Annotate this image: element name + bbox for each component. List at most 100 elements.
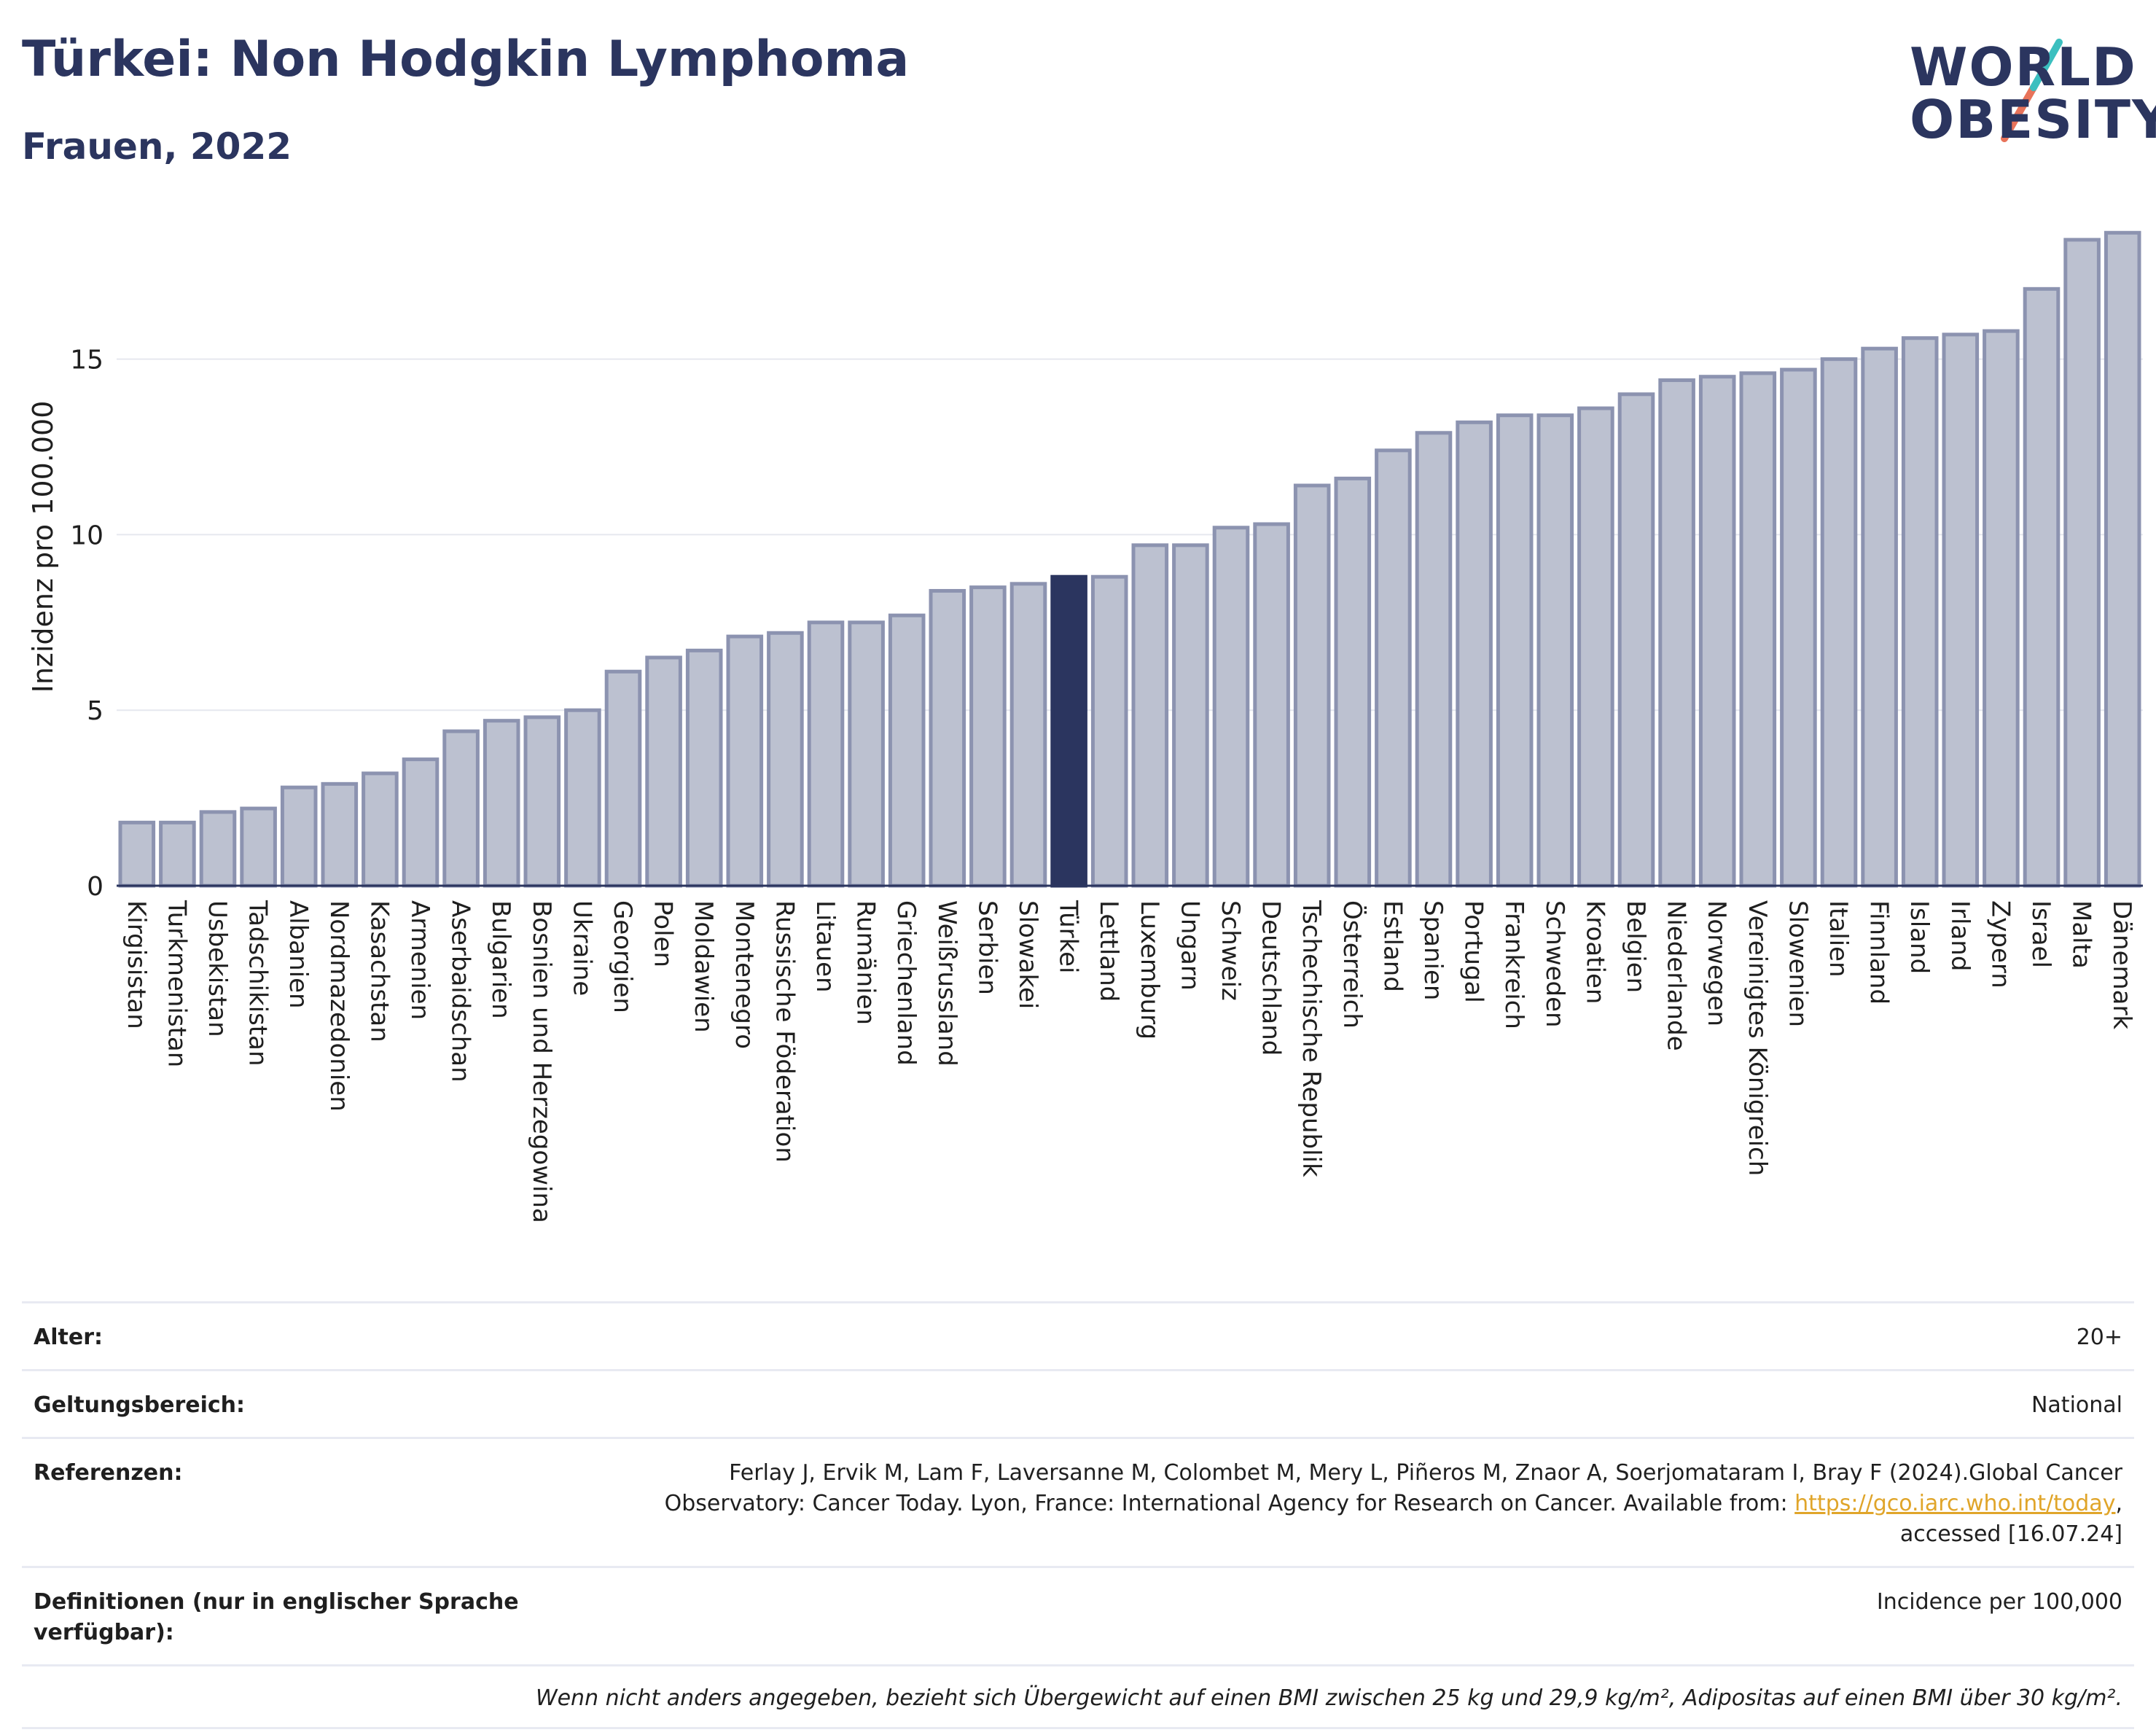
bar bbox=[564, 708, 601, 888]
bar bbox=[240, 806, 277, 888]
bar bbox=[1739, 371, 1777, 888]
bar bbox=[362, 771, 399, 888]
y-tick-label: 10 bbox=[70, 520, 103, 550]
x-tick-label: Italien bbox=[1824, 900, 1853, 978]
bar bbox=[1293, 483, 1331, 888]
bar bbox=[1780, 367, 1817, 888]
bar bbox=[1253, 522, 1290, 888]
x-tick-label: Ukraine bbox=[567, 900, 596, 996]
bar bbox=[685, 648, 723, 888]
y-axis-ticks: 0 5 10 15 bbox=[70, 346, 103, 902]
bar bbox=[1415, 431, 1453, 888]
x-tick-label: Israel bbox=[2026, 900, 2055, 968]
bar-highlight bbox=[1050, 574, 1087, 888]
logo-word-obesity: OBESITY bbox=[1910, 89, 2156, 150]
info-row-age: Alter: 20+ bbox=[22, 1301, 2134, 1369]
age-label: Alter: bbox=[34, 1325, 103, 1350]
x-tick-label: Weißrussland bbox=[932, 900, 961, 1067]
x-axis-labels: Kirgisistan Turkmenistan Usbekistan Tadschi… bbox=[122, 900, 2136, 1223]
x-tick-label: Österreich bbox=[1337, 900, 1367, 1029]
bar bbox=[888, 613, 926, 888]
x-tick-label: Bosnien und Herzegowina bbox=[527, 900, 556, 1223]
x-tick-label: Türkei bbox=[1054, 900, 1083, 973]
x-tick-label: Zypern bbox=[1985, 900, 2015, 989]
bar bbox=[1536, 413, 1574, 888]
chart-title: Türkei: Non Hodgkin Lymphoma bbox=[22, 31, 910, 88]
bar bbox=[604, 669, 642, 888]
age-value: 20+ bbox=[2076, 1325, 2122, 1350]
x-tick-label: Albanien bbox=[284, 900, 313, 1009]
bar bbox=[807, 620, 845, 888]
logo-word-world: WORLD bbox=[1910, 36, 2137, 98]
x-tick-label: Polen bbox=[649, 900, 678, 967]
bar bbox=[159, 820, 196, 888]
bar bbox=[1456, 420, 1493, 888]
x-tick-label: Lettland bbox=[1094, 900, 1123, 1002]
x-tick-label: Schweiz bbox=[1216, 900, 1245, 1001]
x-tick-label: Finnland bbox=[1864, 900, 1894, 1005]
x-tick-label: Kirgisistan bbox=[122, 900, 151, 1029]
x-tick-label: Tadschikistan bbox=[243, 900, 273, 1067]
bar bbox=[118, 820, 156, 888]
bar bbox=[1617, 392, 1655, 888]
references-link[interactable]: https://gco.iarc.who.int/today bbox=[1794, 1491, 2116, 1516]
bar bbox=[848, 620, 885, 888]
bar bbox=[442, 729, 480, 888]
bar bbox=[1131, 543, 1169, 888]
bar bbox=[2063, 238, 2101, 888]
x-tick-label: Deutschland bbox=[1257, 900, 1286, 1056]
bar bbox=[1375, 448, 1412, 888]
bar bbox=[321, 781, 359, 888]
x-tick-label: Niederlande bbox=[1662, 900, 1691, 1051]
bar bbox=[645, 655, 682, 888]
y-tick-label: 15 bbox=[70, 346, 103, 375]
x-tick-label: Moldawien bbox=[689, 900, 718, 1033]
bar-chart: 0 5 10 15 Kirgisistan Turkmenistan Usbekistan… bbox=[27, 230, 2143, 1223]
info-row-definitions: Definitionen (nur in englischer Sprache … bbox=[22, 1566, 2134, 1664]
references-accessed: , accessed [16.07.24] bbox=[1899, 1491, 2122, 1547]
bar bbox=[1577, 406, 1614, 888]
info-row-references: Referenzen: Ferlay J, Ervik M, Lam F, La… bbox=[22, 1437, 2134, 1566]
bar bbox=[1942, 332, 1980, 888]
bar bbox=[280, 785, 318, 888]
y-tick-label: 0 bbox=[87, 872, 103, 902]
x-tick-label: Schweden bbox=[1540, 900, 1569, 1028]
bar bbox=[1090, 574, 1128, 888]
references-text: Ferlay J, Ervik M, Lam F, Laversanne M, … bbox=[664, 1460, 2122, 1516]
chart-subtitle: Frauen, 2022 bbox=[22, 125, 292, 168]
x-tick-label: Bulgarien bbox=[486, 900, 515, 1019]
bar bbox=[1658, 378, 1695, 888]
bar bbox=[199, 810, 237, 888]
bar bbox=[1496, 413, 1534, 888]
x-tick-label: Island bbox=[1905, 900, 1934, 974]
x-tick-label: Tschechische Republik bbox=[1297, 900, 1326, 1177]
world-obesity-logo: WORLD OBESITY bbox=[1895, 29, 2156, 160]
x-tick-label: Estland bbox=[1378, 900, 1407, 992]
bar bbox=[1983, 329, 2020, 888]
bar bbox=[1212, 526, 1250, 888]
x-tick-label: Litauen bbox=[811, 900, 840, 993]
x-tick-label: Kroatien bbox=[1580, 900, 1609, 1004]
x-tick-label: Aserbaidschan bbox=[446, 900, 475, 1083]
bar bbox=[929, 588, 966, 888]
logo-slash-icon bbox=[2001, 39, 2063, 142]
x-tick-label: Vereinigtes Königreich bbox=[1743, 900, 1772, 1176]
y-axis-label: Inzidenz pro 100.000 bbox=[27, 401, 59, 693]
bar bbox=[726, 634, 764, 888]
bar bbox=[1698, 375, 1736, 888]
x-tick-label: Armenien bbox=[405, 900, 434, 1020]
scope-label: Geltungsbereich: bbox=[34, 1392, 246, 1418]
bar bbox=[2023, 286, 2061, 888]
x-tick-label: Turkmenistan bbox=[162, 900, 191, 1067]
bmi-note: Wenn nicht anders angegeben, bezieht sic… bbox=[22, 1664, 2134, 1729]
x-tick-label: Slowakei bbox=[1013, 900, 1042, 1009]
x-tick-label: Spanien bbox=[1418, 900, 1448, 1000]
definitions-value: Incidence per 100,000 bbox=[1876, 1589, 2122, 1615]
x-tick-label: Ungarn bbox=[1175, 900, 1204, 991]
x-tick-label: Frankreich bbox=[1499, 900, 1528, 1029]
info-row-scope: Geltungsbereich: National bbox=[22, 1369, 2134, 1437]
bar bbox=[2104, 230, 2141, 888]
x-tick-label: Portugal bbox=[1459, 900, 1488, 1003]
definitions-label: Definitionen (nur in englischer Sprache … bbox=[34, 1589, 519, 1645]
bar bbox=[402, 757, 440, 888]
